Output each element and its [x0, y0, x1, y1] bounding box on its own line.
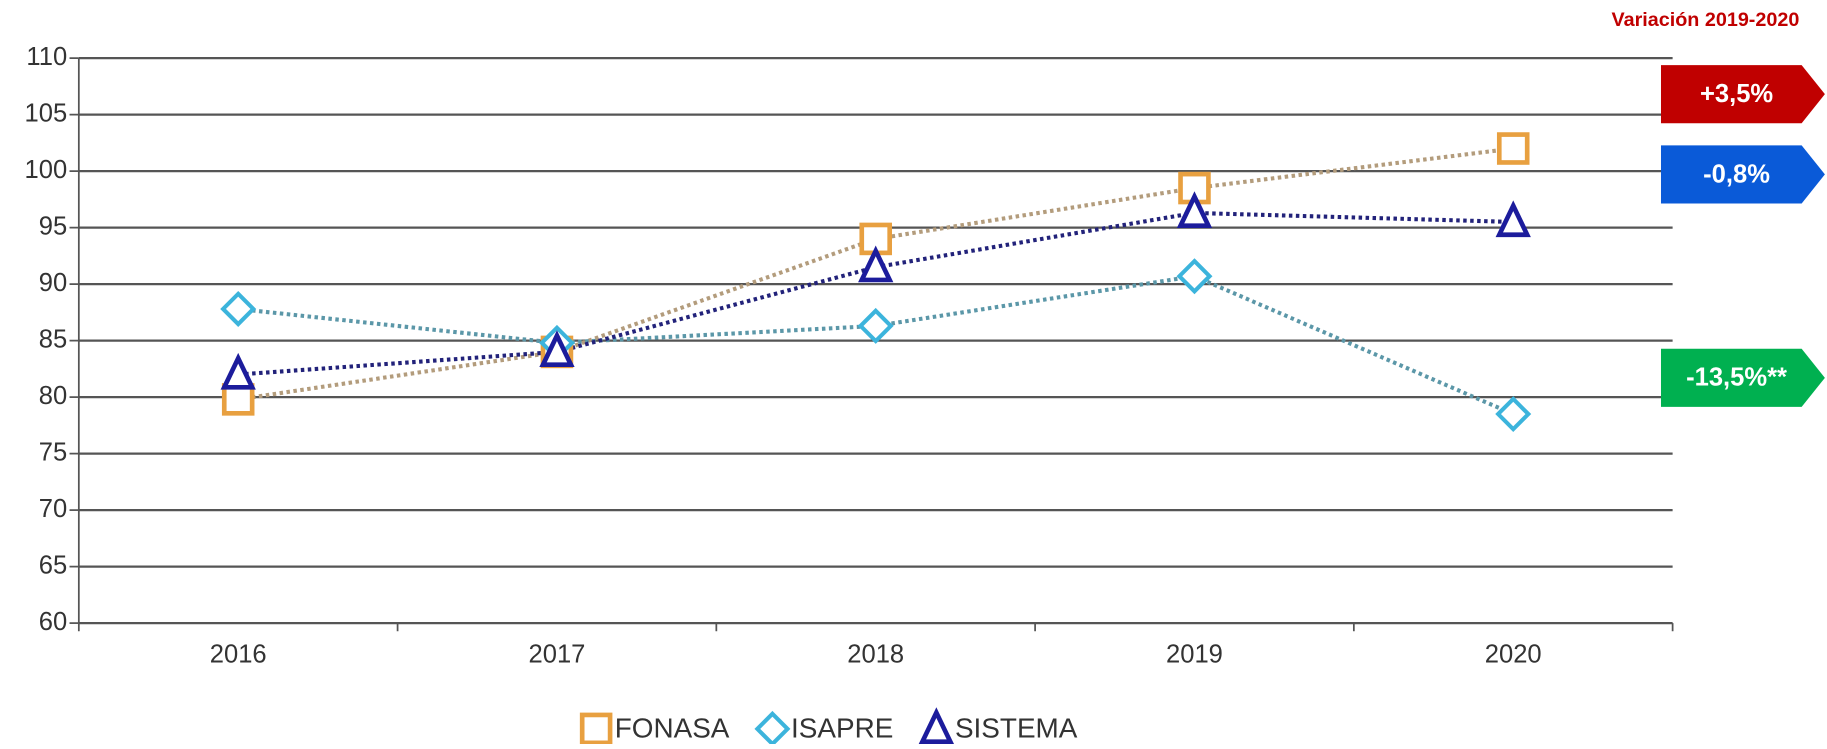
marker: [220, 290, 257, 327]
y-tick-label: 105: [25, 99, 68, 127]
marker: [220, 352, 256, 390]
badge: [1660, 145, 1825, 204]
y-tick-label: 65: [39, 551, 67, 579]
badge: [1660, 65, 1825, 124]
marker: [1176, 191, 1213, 229]
legend-marker: [754, 710, 791, 747]
annotation-title: Variación 2019-2020: [1612, 9, 1800, 31]
series-line: [237, 146, 1514, 402]
x-tick-label: 2017: [529, 640, 586, 668]
y-tick-label: 80: [39, 382, 67, 410]
legend-label: ISAPRE: [791, 712, 893, 743]
marker: [1495, 396, 1532, 433]
badge: [1660, 348, 1825, 407]
marker: [539, 330, 575, 368]
x-tick-label: 2019: [1166, 640, 1223, 668]
legend-marker: [579, 712, 613, 746]
y-tick-label: 75: [39, 438, 67, 466]
legend-label: FONASA: [615, 712, 730, 743]
y-tick-label: 60: [39, 608, 67, 636]
y-tick-label: 100: [25, 156, 68, 184]
y-tick-label: 95: [39, 212, 67, 240]
series-line: [237, 274, 1515, 416]
y-tick-label: 90: [39, 269, 67, 297]
badge-label: -13,5%**: [1686, 364, 1787, 392]
marker: [1176, 258, 1213, 295]
legend-label: SISTEMA: [955, 712, 1078, 743]
marker: [858, 245, 894, 283]
y-tick-label: 85: [39, 325, 67, 353]
badge-label: +3,5%: [1700, 80, 1773, 108]
badge-label: -0,8%: [1703, 160, 1770, 188]
marker: [1495, 200, 1531, 238]
marker: [1496, 132, 1530, 165]
marker: [857, 307, 894, 344]
y-tick-label: 110: [26, 43, 67, 71]
x-tick-label: 2020: [1485, 640, 1542, 668]
legend-marker: [918, 707, 955, 744]
x-tick-label: 2016: [210, 640, 267, 668]
y-tick-label: 70: [39, 495, 67, 523]
x-tick-label: 2018: [847, 640, 904, 668]
